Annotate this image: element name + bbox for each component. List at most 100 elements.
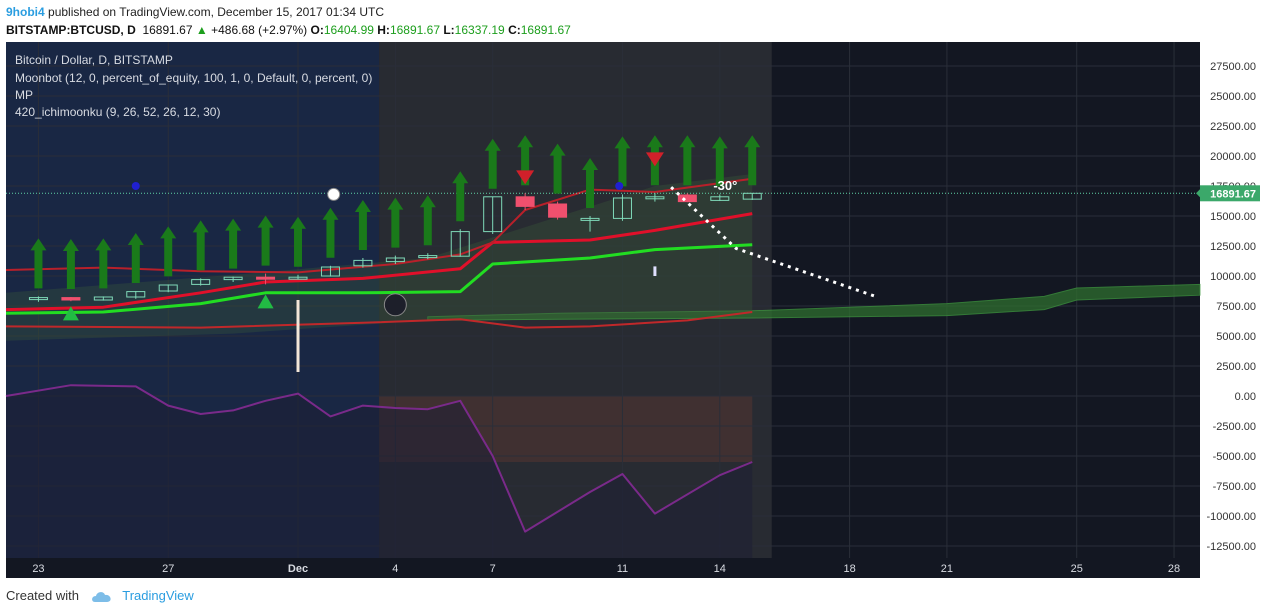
last-price: 16891.67 — [142, 23, 193, 37]
x-tick-label: 23 — [32, 563, 44, 575]
open-label: O: — [310, 23, 324, 37]
legend-title: Bitcoin / Dollar, D, BITSTAMP — [15, 53, 173, 67]
y-tick-label: 0.00 — [1235, 391, 1256, 403]
change: +486.68 (+2.97%) — [211, 23, 308, 37]
candle-body — [28, 297, 48, 301]
purple-area — [6, 385, 753, 558]
buy-arrow-icon — [549, 143, 566, 194]
tradingview-cloud-icon — [91, 591, 111, 602]
sell-arrow-icon — [645, 152, 664, 167]
buy-arrow-icon — [95, 238, 112, 289]
y-tick-label: 10000.00 — [1210, 271, 1256, 283]
candle-body — [158, 284, 178, 292]
tradingview-link[interactable]: TradingView — [122, 588, 194, 603]
price-tag-pointer — [1196, 189, 1200, 198]
angle-annotation: -30° — [713, 178, 737, 193]
series-dark_red_line — [5, 311, 753, 329]
y-tick-label: -12500.00 — [1206, 541, 1256, 553]
buy-arrow-icon — [387, 197, 404, 248]
author-link[interactable]: 9hobi4 — [6, 5, 45, 19]
y-tick-label: -2500.00 — [1213, 421, 1256, 433]
candle-body — [450, 231, 470, 257]
x-axis-bar — [6, 558, 1200, 578]
y-tick-label: -5000.00 — [1213, 451, 1256, 463]
candle-body — [223, 276, 243, 281]
candle-body — [677, 194, 697, 203]
y-tick-label: 5000.00 — [1216, 331, 1256, 343]
buy-arrow-icon — [30, 238, 47, 289]
white-bar-mark — [296, 300, 300, 372]
candle-body — [256, 276, 276, 280]
candle-body — [483, 196, 503, 233]
x-tick-label: 27 — [162, 563, 174, 575]
green-triangle-icon — [257, 294, 274, 309]
y-tick-label: 15000.00 — [1210, 211, 1256, 223]
y-tick-label: 7500.00 — [1216, 301, 1256, 313]
y-tick-label: 2500.00 — [1216, 361, 1256, 373]
buy-arrow-icon — [127, 233, 144, 283]
legend-ichimoku[interactable]: 420_ichimoonku (9, 26, 52, 26, 12, 30) — [15, 105, 220, 119]
created-with-text: Created with — [6, 588, 79, 603]
buy-arrow-icon — [192, 220, 209, 271]
low-label: L: — [443, 23, 455, 37]
buy-arrow-icon — [322, 207, 339, 258]
x-tick-label: 4 — [392, 563, 398, 575]
ohlc-bar: BITSTAMP:BTCUSD, D 16891.67 ▲ +486.68 (+… — [6, 23, 571, 37]
white-circle-icon — [327, 187, 341, 201]
candle-body — [548, 203, 568, 218]
high-label: H: — [377, 23, 390, 37]
x-tick-label: 28 — [1168, 563, 1180, 575]
candle-body — [515, 196, 535, 207]
buy-arrow-icon — [582, 158, 599, 208]
candle-body — [580, 217, 600, 221]
candle-body — [93, 296, 113, 301]
candle-body — [645, 196, 665, 200]
blue-dot-icon — [615, 182, 624, 190]
x-tick-label: 7 — [490, 563, 496, 575]
buy-arrow-icon — [225, 218, 242, 269]
series-purple_line — [5, 384, 753, 533]
y-tick-label: -7500.00 — [1213, 481, 1256, 493]
buy-arrow-icon — [484, 138, 501, 189]
publish-info: 9hobi4 published on TradingView.com, Dec… — [6, 5, 384, 19]
buy-arrow-icon — [679, 135, 696, 186]
green-triangle-icon — [62, 306, 79, 321]
candle-body — [418, 255, 438, 259]
candle-body — [126, 291, 146, 298]
buy-arrow-icon — [452, 171, 469, 222]
sell-arrow-icon — [516, 170, 535, 185]
white-bar-mark — [653, 266, 657, 276]
symbol: BITSTAMP:BTCUSD, D — [6, 23, 136, 37]
buy-arrow-icon — [419, 195, 436, 246]
series-green_line — [5, 243, 753, 315]
candle-body — [191, 279, 211, 285]
projection-dotted-line — [670, 186, 877, 298]
candle-body — [61, 297, 81, 301]
up-triangle-icon: ▲ — [195, 23, 208, 37]
low-value: 16337.19 — [454, 23, 505, 37]
ichimoku-cloud-future — [427, 283, 1201, 321]
legend-moonbot[interactable]: Moonbot (12, 0, percent_of_equity, 100, … — [15, 71, 372, 85]
candle-body — [385, 257, 405, 263]
buy-arrow-icon — [257, 215, 274, 266]
candle-body — [353, 259, 373, 267]
buy-arrow-icon — [744, 135, 761, 186]
x-tick-label: 18 — [843, 563, 855, 575]
buy-arrow-icon — [354, 200, 371, 250]
high-value: 16891.67 — [389, 23, 440, 37]
buy-arrow-icon — [290, 216, 307, 267]
buy-arrow-icon — [62, 239, 79, 289]
y-tick-label: 12500.00 — [1210, 241, 1256, 253]
x-tick-label: 11 — [617, 563, 628, 575]
price-chart[interactable]: -30° 27500.0025000.0022500.0020000.00175… — [0, 42, 1270, 580]
series-red_line — [5, 212, 753, 312]
x-tick-label: 14 — [714, 563, 726, 575]
buy-arrow-icon — [711, 136, 728, 187]
candle-body — [612, 197, 632, 219]
legend-mp[interactable]: MP — [15, 88, 33, 102]
price-tag — [1200, 185, 1260, 202]
footer: Created with TradingView — [6, 588, 194, 604]
y-tick-label: -10000.00 — [1206, 511, 1256, 523]
candle-body — [288, 276, 308, 280]
buy-arrow-icon — [160, 226, 177, 277]
